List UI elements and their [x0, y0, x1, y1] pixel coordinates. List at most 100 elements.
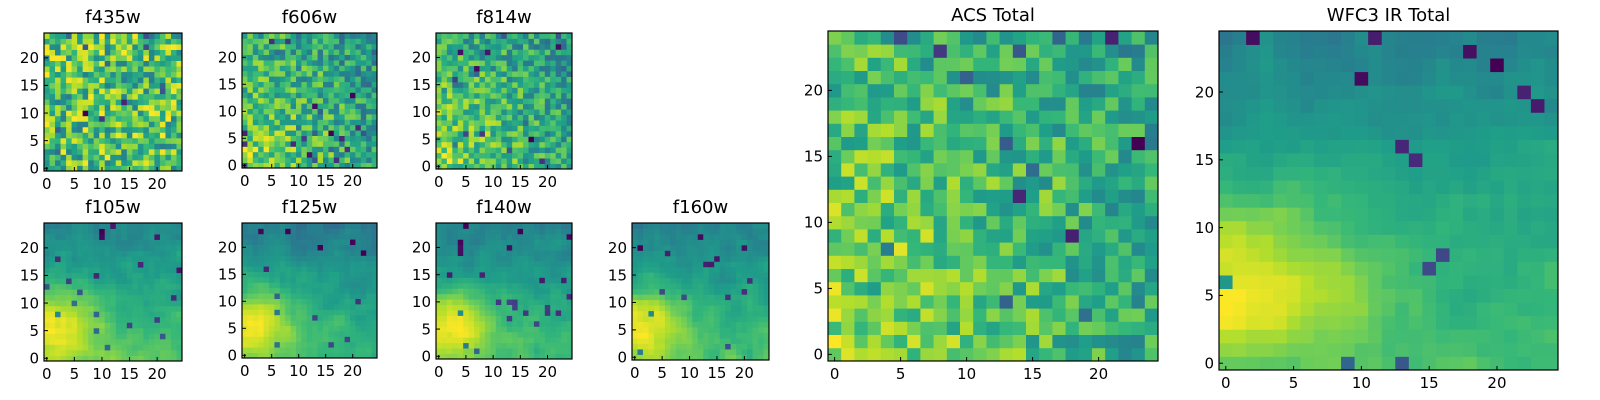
heatmap-cell — [333, 119, 340, 126]
y-tick-label: 5 — [227, 320, 237, 338]
heatmap-cell — [446, 293, 453, 300]
heatmap-cell — [747, 354, 753, 361]
heatmap-cell — [457, 348, 464, 354]
heatmap-cell — [539, 288, 546, 295]
heatmap-cell — [501, 152, 508, 159]
heatmap-cell — [252, 141, 259, 147]
heatmap-cell — [296, 157, 302, 163]
heatmap-cell — [296, 114, 302, 120]
heatmap-cell — [484, 261, 491, 267]
heatmap-cell — [907, 189, 921, 203]
heatmap-cell — [495, 141, 502, 148]
heatmap-cell — [703, 277, 710, 284]
heatmap-cell — [339, 54, 345, 61]
heatmap-cell — [104, 88, 111, 95]
heatmap-cell — [1026, 229, 1040, 243]
heatmap-cell — [986, 215, 1000, 230]
heatmap-cell — [132, 294, 139, 301]
heatmap-cell — [93, 148, 100, 155]
heatmap-cell — [339, 97, 345, 104]
heatmap-cell — [159, 99, 166, 106]
heatmap-cell — [333, 87, 340, 93]
heatmap-cell — [49, 44, 56, 50]
heatmap-cell — [263, 108, 270, 115]
heatmap-cell — [333, 81, 340, 88]
heatmap-cell — [165, 126, 172, 133]
heatmap-cell — [1105, 149, 1119, 164]
heatmap-cell — [512, 54, 518, 61]
heatmap-cell — [285, 33, 291, 39]
heatmap-cell — [517, 54, 524, 61]
heatmap-cell — [681, 228, 688, 235]
heatmap-cell — [170, 165, 177, 172]
heatmap-cell — [126, 44, 133, 50]
heatmap-cell — [528, 163, 535, 170]
heatmap-cell — [126, 49, 133, 56]
heatmap-cell — [566, 158, 573, 164]
heatmap-cell — [566, 98, 573, 105]
y-tick-label: 15 — [20, 267, 39, 285]
heatmap-cell — [561, 136, 567, 143]
heatmap-cell — [269, 49, 275, 55]
heatmap-cell — [854, 242, 868, 256]
heatmap-cell — [708, 228, 715, 235]
heatmap-cell — [452, 293, 459, 300]
heatmap-cell — [747, 244, 753, 251]
heatmap-cell — [165, 143, 172, 150]
heatmap-cell — [479, 76, 486, 83]
heatmap-cell — [463, 71, 470, 77]
heatmap-cell — [77, 311, 84, 318]
heatmap-cell — [725, 250, 732, 257]
heatmap-cell — [355, 49, 362, 55]
heatmap-cell — [274, 223, 281, 229]
heatmap-cell — [523, 33, 529, 39]
heatmap-cell — [366, 298, 372, 305]
heatmap-cell — [355, 223, 362, 229]
heatmap-cell — [121, 283, 128, 290]
heatmap-cell — [121, 77, 128, 84]
heatmap-cell — [323, 76, 329, 82]
heatmap-cell — [1052, 202, 1066, 217]
heatmap-cell — [121, 33, 128, 39]
heatmap-cell — [544, 315, 551, 322]
heatmap-cell — [71, 289, 78, 296]
heatmap-cell — [279, 287, 286, 294]
heatmap-cell — [561, 76, 567, 83]
heatmap-cell — [664, 239, 671, 246]
heatmap-cell — [360, 54, 367, 61]
heatmap-cell — [719, 332, 726, 339]
heatmap-cell — [484, 92, 491, 99]
heatmap-cell — [344, 124, 351, 131]
heatmap-cell — [279, 244, 286, 251]
heatmap-cell — [501, 158, 508, 164]
heatmap-cell — [867, 334, 882, 349]
heatmap-cell — [555, 239, 562, 246]
heatmap-cell — [126, 66, 133, 73]
heatmap-cell — [506, 141, 513, 148]
heatmap-cell — [703, 266, 710, 273]
heatmap-cell — [176, 165, 183, 172]
heatmap-cell — [323, 146, 329, 153]
heatmap-cell — [561, 71, 567, 77]
heatmap-cell — [66, 143, 72, 150]
heatmap-cell — [165, 137, 172, 144]
heatmap-cell — [339, 81, 345, 88]
heatmap-cell — [285, 287, 291, 294]
heatmap-cell — [544, 233, 551, 240]
heatmap-cell — [1039, 136, 1053, 151]
heatmap-cell — [55, 71, 61, 78]
heatmap-cell — [350, 341, 356, 348]
heatmap-cell — [263, 298, 270, 305]
heatmap-cell — [252, 341, 259, 348]
heatmap-cell — [355, 114, 362, 120]
heatmap-cell — [328, 233, 335, 240]
heatmap-cell — [555, 54, 562, 61]
heatmap-cell — [296, 239, 302, 245]
heatmap-cell — [659, 239, 666, 246]
heatmap-cell — [88, 82, 95, 89]
heatmap-cell — [328, 341, 335, 348]
heatmap-cell — [159, 159, 166, 166]
heatmap-cell — [894, 202, 908, 217]
heatmap-cell — [371, 260, 378, 267]
heatmap-cell — [637, 266, 644, 273]
